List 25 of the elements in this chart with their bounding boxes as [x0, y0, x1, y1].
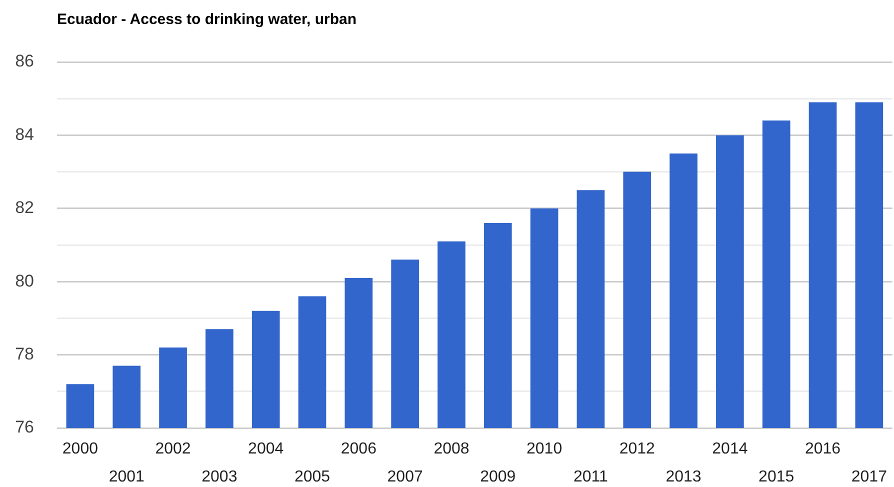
x-tick-label: 2009 — [480, 468, 516, 486]
x-tick-label: 2003 — [202, 468, 238, 486]
x-tick-label: 2017 — [851, 468, 888, 486]
y-tick-label: 78 — [15, 344, 34, 364]
x-tick-label: 2001 — [108, 468, 145, 486]
x-tick-label: 2004 — [248, 440, 284, 458]
x-tick-label: 2013 — [666, 468, 702, 486]
x-tick-label: 2008 — [434, 440, 470, 458]
x-tick-label: 2014 — [712, 440, 748, 458]
y-tick-label: 80 — [15, 271, 34, 290]
x-tick-label: 2006 — [340, 440, 377, 458]
x-tick-label: 2002 — [155, 440, 191, 458]
y-tick-label: 82 — [15, 198, 34, 218]
y-tick-label: 76 — [15, 418, 34, 437]
x-tick-label: 2015 — [758, 468, 794, 486]
chart-title: Ecuador - Access to drinking water, urban — [57, 11, 357, 28]
x-tick-label: 2000 — [62, 440, 98, 458]
x-tick-label: 2010 — [526, 440, 562, 458]
x-tick-label: 2007 — [387, 468, 423, 486]
x-tick-label: 2011 — [574, 468, 608, 486]
y-tick-label: 84 — [15, 124, 34, 144]
x-tick-label: 2012 — [619, 440, 656, 458]
x-tick-label: 2016 — [804, 440, 841, 458]
x-tick-label: 2005 — [294, 468, 330, 486]
y-tick-label: 86 — [15, 52, 34, 71]
